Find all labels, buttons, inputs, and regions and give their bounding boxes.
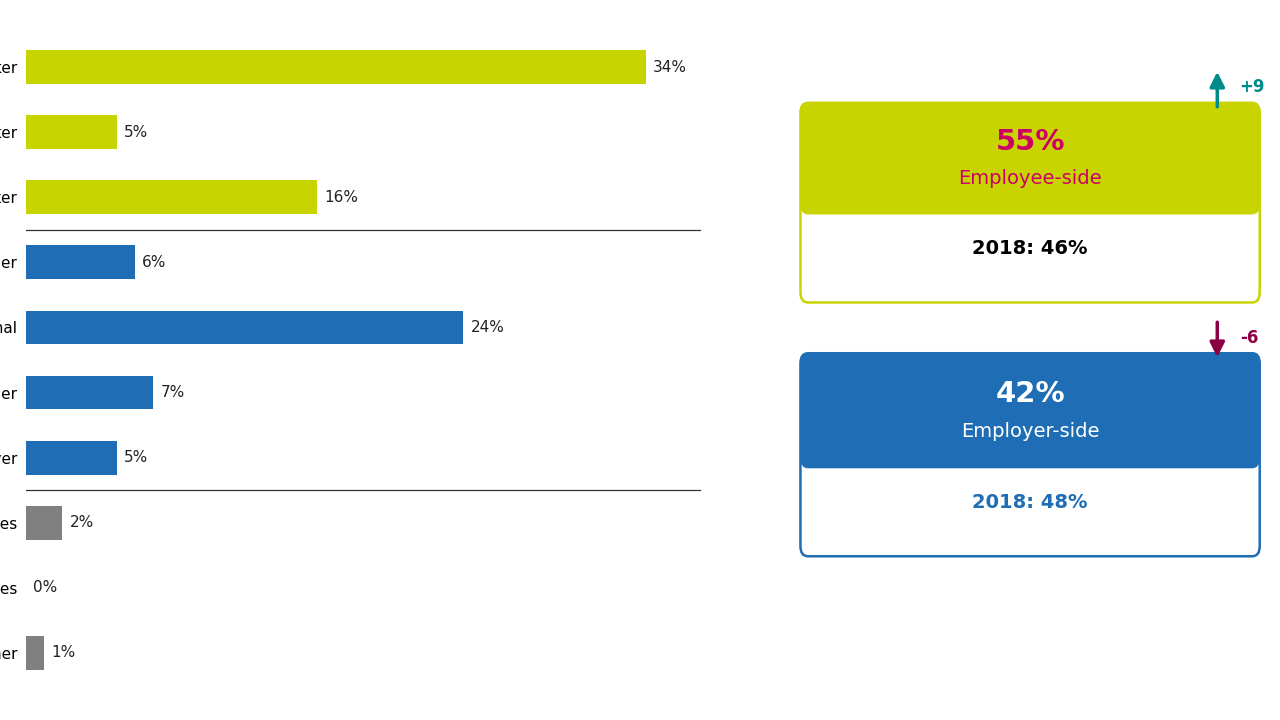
Bar (26, 636, 44, 670)
Bar (26, 505, 61, 539)
Text: +9: +9 (1240, 78, 1265, 96)
Bar (808, 425, 1252, 458)
Text: 1%: 1% (51, 645, 76, 660)
Text: 16%: 16% (325, 190, 358, 204)
Text: 55%: 55% (996, 127, 1065, 156)
FancyBboxPatch shape (800, 354, 1260, 557)
Text: 2018: 48%: 2018: 48% (973, 492, 1088, 512)
Text: 24%: 24% (471, 320, 504, 335)
FancyBboxPatch shape (800, 354, 1260, 468)
Text: 6%: 6% (142, 255, 166, 270)
Text: 42%: 42% (996, 380, 1065, 408)
Text: 5%: 5% (124, 450, 148, 465)
Text: 2%: 2% (69, 516, 93, 530)
Text: -6: -6 (1240, 328, 1258, 346)
Bar (26, 310, 463, 344)
FancyBboxPatch shape (800, 103, 1260, 302)
Text: 34%: 34% (653, 60, 687, 75)
Bar (26, 376, 154, 410)
Text: 7%: 7% (160, 385, 184, 400)
Text: Employee-side: Employee-side (959, 169, 1102, 189)
Text: Employer-side: Employer-side (961, 422, 1100, 441)
Bar (26, 115, 116, 149)
Bar (808, 172, 1252, 204)
Bar (26, 181, 317, 215)
Bar (26, 441, 116, 474)
Text: 0%: 0% (33, 580, 58, 595)
Bar (26, 246, 136, 279)
Text: 5%: 5% (124, 125, 148, 140)
FancyBboxPatch shape (800, 103, 1260, 215)
Bar (26, 50, 646, 84)
Text: 2018: 46%: 2018: 46% (973, 239, 1088, 258)
